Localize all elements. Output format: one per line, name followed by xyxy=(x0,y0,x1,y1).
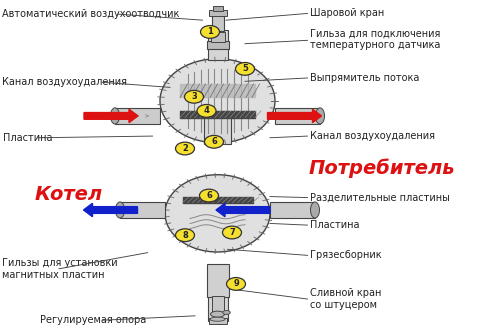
Text: 8: 8 xyxy=(182,231,188,240)
Ellipse shape xyxy=(310,202,320,218)
FancyArrow shape xyxy=(84,109,138,123)
Bar xyxy=(115,108,160,124)
Text: Пластина: Пластина xyxy=(310,220,360,230)
Text: Сливной кран
со штуцером: Сливной кран со штуцером xyxy=(310,288,382,310)
Circle shape xyxy=(200,26,220,38)
Bar xyxy=(120,202,165,218)
Text: 1: 1 xyxy=(207,28,213,36)
Text: Канал воздухоудаления: Канал воздухоудаления xyxy=(2,77,128,87)
Bar xyxy=(208,267,228,321)
Text: Пластина: Пластина xyxy=(2,133,52,143)
Bar xyxy=(208,318,226,324)
Text: Регулируемая опора: Регулируемая опора xyxy=(40,315,146,325)
Text: 3: 3 xyxy=(191,92,197,101)
Ellipse shape xyxy=(316,108,324,124)
Circle shape xyxy=(222,226,242,239)
Ellipse shape xyxy=(210,317,225,321)
Text: 5: 5 xyxy=(242,65,248,73)
Text: Потребитель: Потребитель xyxy=(309,158,456,178)
Circle shape xyxy=(197,104,216,117)
Bar xyxy=(204,116,231,144)
Bar xyxy=(206,264,229,297)
Text: Выпрямитель потока: Выпрямитель потока xyxy=(310,73,420,83)
Circle shape xyxy=(236,62,255,75)
Bar xyxy=(275,108,320,124)
Text: 4: 4 xyxy=(204,107,210,115)
Text: Автоматический воздухоотводчик: Автоматический воздухоотводчик xyxy=(2,9,180,19)
Text: 9: 9 xyxy=(233,280,239,288)
Bar xyxy=(208,30,228,60)
FancyArrow shape xyxy=(216,203,270,217)
Text: Шаровой кран: Шаровой кран xyxy=(310,8,384,18)
Text: Канал воздухоудаления: Канал воздухоудаления xyxy=(310,131,435,141)
Ellipse shape xyxy=(110,108,120,124)
Bar xyxy=(212,15,224,31)
Text: 6: 6 xyxy=(206,191,212,200)
Bar xyxy=(270,202,315,218)
Text: Гильза для подключения
температурного датчика: Гильза для подключения температурного да… xyxy=(310,29,440,50)
Ellipse shape xyxy=(165,175,270,252)
Bar xyxy=(210,32,224,42)
Text: Гильзы для установки
магнитных пластин: Гильзы для установки магнитных пластин xyxy=(2,258,118,280)
Circle shape xyxy=(226,278,246,290)
Text: Котел: Котел xyxy=(35,185,103,204)
Circle shape xyxy=(184,90,204,103)
Ellipse shape xyxy=(116,202,124,218)
Text: Грязесборник: Грязесборник xyxy=(310,250,382,260)
Circle shape xyxy=(200,189,218,202)
Circle shape xyxy=(176,229,195,242)
Text: 6: 6 xyxy=(211,137,217,146)
Bar xyxy=(212,6,222,11)
Ellipse shape xyxy=(160,59,275,143)
Bar xyxy=(206,41,229,49)
Text: 2: 2 xyxy=(182,144,188,153)
Ellipse shape xyxy=(223,310,230,314)
Circle shape xyxy=(176,142,195,155)
FancyArrow shape xyxy=(268,109,322,123)
Circle shape xyxy=(204,135,224,148)
Text: 7: 7 xyxy=(229,228,235,237)
Bar xyxy=(212,296,224,314)
FancyArrow shape xyxy=(84,203,138,217)
Bar xyxy=(208,10,226,16)
Text: Разделительные пластины: Разделительные пластины xyxy=(310,193,450,203)
Ellipse shape xyxy=(210,311,224,317)
